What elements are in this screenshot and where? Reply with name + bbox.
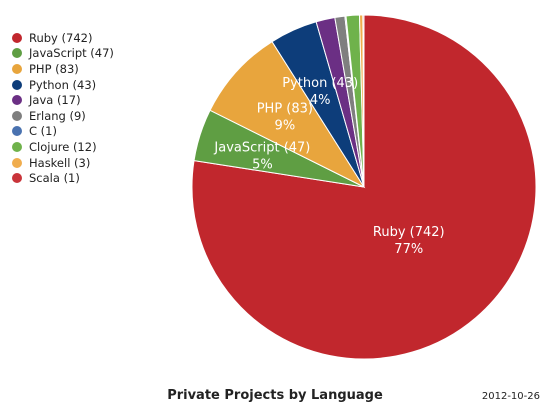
slice-label-php: PHP (83)	[257, 102, 313, 117]
slice-percent-python: 4%	[310, 93, 331, 108]
legend-label: Ruby (742)	[29, 30, 93, 45]
legend-label: Scala (1)	[29, 171, 80, 186]
legend-swatch	[12, 126, 22, 137]
legend-label: PHP (83)	[29, 61, 79, 76]
slice-percent-php: 9%	[275, 119, 296, 134]
legend-label: Haskell (3)	[29, 155, 91, 170]
chart-title: Private Projects by Language	[167, 388, 383, 403]
legend-item-javascript: JavaScript (47)	[12, 46, 114, 62]
legend-label: Erlang (9)	[29, 108, 86, 123]
slice-label-ruby: Ruby (742)	[373, 225, 445, 240]
legend-item-python: Python (43)	[12, 77, 114, 93]
legend-swatch	[12, 79, 22, 90]
legend-item-php: PHP (83)	[12, 61, 114, 77]
legend-swatch	[12, 95, 22, 106]
legend-label: JavaScript (47)	[29, 46, 114, 61]
chart-date: 2012-10-26	[481, 391, 540, 402]
legend-swatch	[12, 48, 22, 59]
legend-item-erlang: Erlang (9)	[12, 108, 114, 124]
legend-swatch	[12, 141, 22, 152]
legend-item-java: Java (17)	[12, 92, 114, 108]
pie-slice-php	[209, 40, 366, 189]
legend-label: Clojure (12)	[29, 139, 97, 154]
slice-percent-javascript: 5%	[252, 158, 273, 173]
legend-item-haskell: Haskell (3)	[12, 155, 114, 171]
legend-swatch	[12, 173, 22, 184]
slice-label-javascript: JavaScript (47)	[213, 141, 310, 156]
legend-label: Python (43)	[29, 77, 97, 92]
legend: Ruby (742) JavaScript (47) PHP (83) Python …	[12, 30, 114, 186]
legend-label: Java (17)	[29, 93, 81, 108]
pie-slice-scala	[362, 14, 365, 188]
legend-swatch	[12, 32, 22, 43]
legend-item-ruby: Ruby (742)	[12, 30, 114, 46]
legend-item-clojure: Clojure (12)	[12, 139, 114, 155]
legend-swatch	[12, 157, 22, 168]
legend-swatch	[12, 110, 22, 121]
legend-item-c: C (1)	[12, 124, 114, 140]
legend-item-scala: Scala (1)	[12, 170, 114, 186]
slice-label-python: Python (43)	[282, 76, 358, 91]
legend-label: C (1)	[29, 124, 57, 139]
slice-percent-ruby: 77%	[394, 242, 423, 257]
legend-swatch	[12, 63, 22, 74]
